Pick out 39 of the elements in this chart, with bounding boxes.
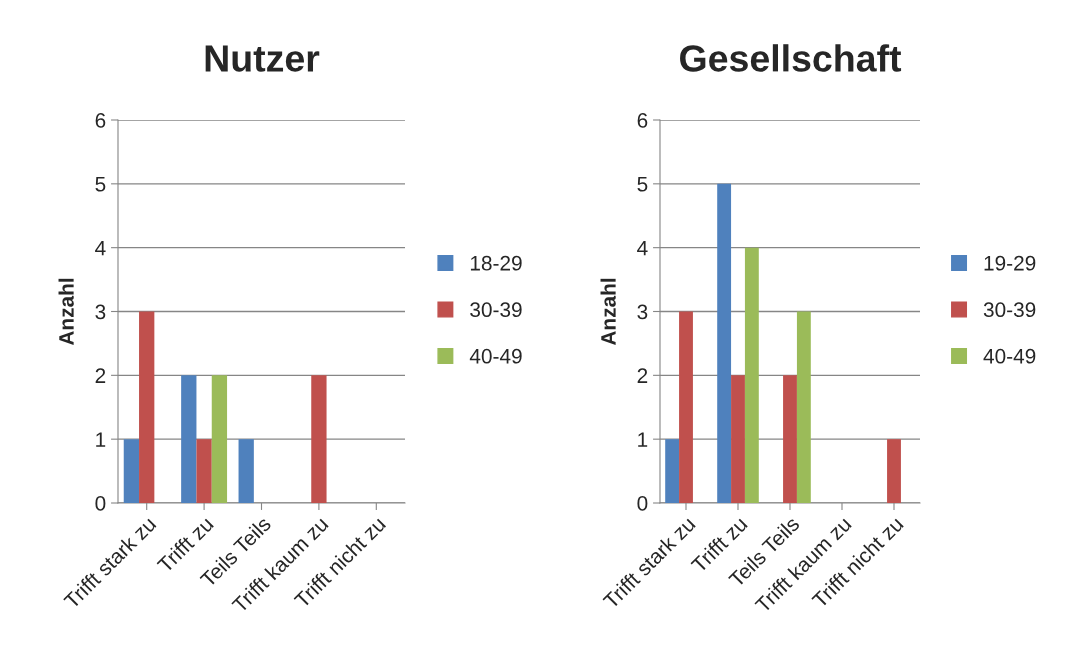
y-tick-label: 6 xyxy=(637,113,648,128)
bar xyxy=(196,439,212,503)
bar xyxy=(783,375,797,503)
y-axis-title: Anzahl xyxy=(600,278,616,346)
legend-label: 30-39 xyxy=(983,302,1036,318)
bar xyxy=(717,183,732,503)
y-tick-label: 1 xyxy=(638,432,648,447)
y-tick-label: 6 xyxy=(95,113,106,128)
bar xyxy=(311,375,327,503)
legend-label: 40-49 xyxy=(983,348,1036,364)
y-tick-label: 3 xyxy=(637,304,648,320)
bar xyxy=(238,439,254,503)
bar xyxy=(181,375,197,503)
bar xyxy=(123,439,140,503)
y-tick-label: 4 xyxy=(95,240,106,256)
y-tick-label: 4 xyxy=(637,240,648,256)
y-tick-label: 2 xyxy=(637,368,648,383)
legend-label: 30-39 xyxy=(470,302,522,318)
y-axis-title: Anzahl xyxy=(58,278,74,346)
y-tick-label: 2 xyxy=(95,368,106,383)
y-tick-label: 3 xyxy=(95,304,106,320)
bar xyxy=(796,311,811,503)
bar xyxy=(679,311,693,503)
bar xyxy=(665,439,680,503)
y-tick-label: 5 xyxy=(637,177,648,192)
legend-label: 18-29 xyxy=(470,255,522,271)
legend-label: 40-49 xyxy=(469,348,522,364)
y-tick-label: 0 xyxy=(95,496,106,511)
chart-title: Gesellschaft xyxy=(680,44,902,72)
legend-label: 19-29 xyxy=(984,255,1036,271)
y-tick-label: 5 xyxy=(95,177,106,192)
y-tick-label: 0 xyxy=(637,496,648,511)
bar xyxy=(744,247,759,503)
bar xyxy=(211,375,228,503)
chart-title: Nutzer xyxy=(205,45,320,72)
bar xyxy=(887,439,901,503)
bar xyxy=(731,375,745,503)
bar xyxy=(139,311,155,503)
y-tick-label: 1 xyxy=(96,432,106,447)
